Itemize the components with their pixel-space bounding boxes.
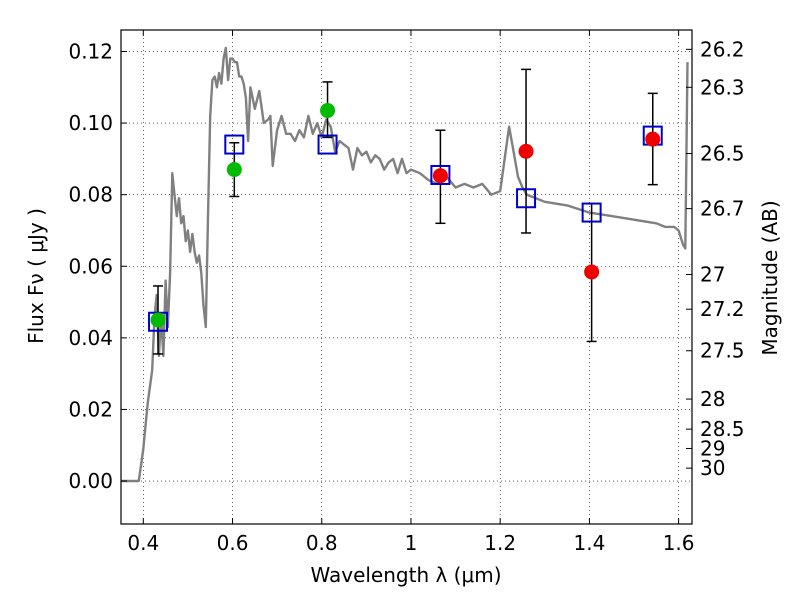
x-tick-label: 0.4 — [127, 531, 159, 555]
x-axis-label: Wavelength λ (μm) — [310, 563, 501, 587]
template-box-marker — [430, 164, 451, 185]
model-spectrum-line — [121, 46, 689, 483]
plot-frame — [120, 29, 693, 525]
right-tick-label: 27.2 — [700, 297, 745, 321]
red-data-point — [645, 131, 661, 147]
template-box-marker — [317, 134, 338, 155]
points-layer — [148, 68, 663, 355]
y-tick-label: 0.12 — [68, 39, 113, 63]
x-tick-label: 1.6 — [663, 531, 695, 555]
right-tick-label: 27 — [700, 262, 725, 286]
right-tick-label: 26.5 — [700, 142, 745, 166]
red-data-point — [432, 168, 448, 184]
right-axis-label: Magnitude (AB) — [758, 200, 782, 355]
x-tick-label: 1.2 — [484, 531, 516, 555]
y-tick-label: 0.10 — [68, 111, 113, 135]
y-tick-label: 0.04 — [68, 326, 113, 350]
green-data-point — [150, 312, 166, 328]
template-box-marker — [581, 202, 602, 223]
right-tick-label: 28 — [700, 387, 725, 411]
red-data-point — [518, 143, 534, 159]
x-tick-label: 0.6 — [217, 531, 249, 555]
y-axis-label: Flux Fν ( μJy ) — [24, 208, 48, 344]
green-data-point — [320, 103, 336, 119]
x-tick-label: 0.8 — [306, 531, 338, 555]
y-tick-label: 0.00 — [68, 469, 113, 493]
ticks-layer: 0.4 0.6 0.8 1 1.2 1.4 1.6 0.00 0.02 0.04 0.06 0.08 0… — [68, 30, 745, 555]
y-tick-label: 0.08 — [68, 183, 113, 207]
right-tick-label: 29 — [700, 436, 725, 460]
right-tick-label: 26.3 — [700, 75, 745, 99]
y-tick-label: 0.06 — [68, 254, 113, 278]
right-tick-label: 26.2 — [700, 37, 745, 61]
x-tick-label: 1.4 — [573, 531, 605, 555]
template-box-marker — [224, 134, 245, 155]
template-box-marker — [516, 188, 537, 209]
red-data-point — [584, 264, 600, 280]
right-tick-label: 30 — [700, 456, 725, 480]
model-layer — [121, 46, 689, 483]
right-tick-label: 28.5 — [700, 417, 745, 441]
green-data-point — [226, 162, 242, 178]
y-tick-label: 0.02 — [68, 397, 113, 421]
right-tick-label: 27.5 — [700, 339, 745, 363]
x-tick-label: 1 — [405, 531, 418, 555]
right-tick-label: 26.7 — [700, 197, 745, 221]
